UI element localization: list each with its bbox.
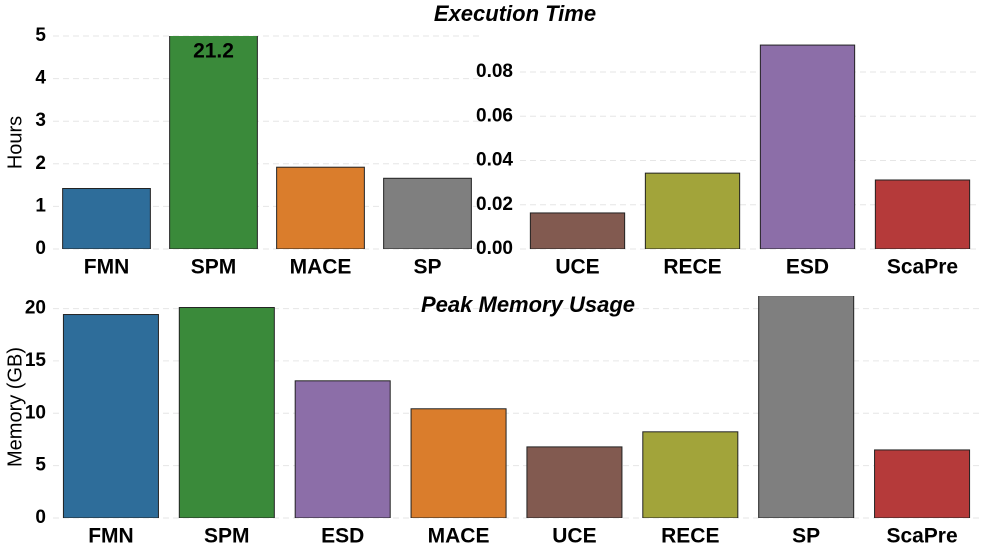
bar: [62, 314, 159, 518]
bar: [383, 177, 472, 249]
y-tick-label: 0.00: [476, 238, 513, 259]
y-tick-label: 0: [35, 507, 46, 528]
bar: [529, 212, 626, 249]
y-axis-label: Hours: [4, 116, 26, 169]
bar: [642, 431, 739, 518]
y-tick-label: 2: [35, 153, 46, 174]
x-tick-label: ESD: [321, 525, 364, 548]
x-tick-label: SP: [413, 256, 441, 279]
x-tick-label: SPM: [204, 525, 250, 548]
x-tick-label: FMN: [84, 256, 130, 279]
chart-title: Peak Memory Usage: [421, 292, 635, 317]
x-tick-label: MACE: [290, 256, 352, 279]
bar: [644, 172, 741, 249]
y-tick-label: 4: [35, 68, 46, 89]
bars: [62, 36, 472, 249]
x-tick-label: UCE: [552, 525, 596, 548]
bar: [874, 449, 971, 518]
x-tick-label: UCE: [555, 256, 599, 279]
y-tick-label: 0.08: [476, 61, 513, 82]
bar: [759, 44, 856, 249]
bars: [62, 296, 971, 518]
bar: [874, 179, 971, 249]
x-tick-label: SP: [792, 525, 820, 548]
bar: [178, 307, 275, 518]
y-tick-label: 10: [25, 402, 46, 423]
x-tick-label: RECE: [661, 525, 719, 548]
bar: [276, 166, 365, 249]
x-tick-label: RECE: [663, 256, 721, 279]
bar: [62, 188, 151, 249]
y-tick-label: 20: [25, 298, 46, 319]
bar: [169, 36, 258, 249]
value-label: 21.2: [193, 40, 234, 63]
bar: [526, 446, 623, 518]
y-tick-label: 0.06: [476, 105, 513, 126]
y-tick-label: 0.02: [476, 194, 513, 215]
y-tick-label: 0: [35, 238, 46, 259]
chart-title: Execution Time: [434, 1, 596, 26]
bar: [410, 408, 507, 518]
bar: [294, 380, 391, 518]
y-tick-label: 5: [35, 455, 46, 476]
y-tick-label: 5: [35, 25, 46, 46]
bars: [529, 44, 971, 249]
y-axis-label: Memory (GB): [4, 347, 26, 467]
x-tick-label: ScaPre: [887, 256, 958, 279]
x-tick-label: ScaPre: [886, 525, 957, 548]
y-tick-label: 15: [25, 350, 47, 371]
x-tick-label: ESD: [786, 256, 829, 279]
y-tick-label: 1: [35, 195, 46, 216]
y-tick-label: 0.04: [476, 150, 513, 171]
y-tick-label: 3: [35, 110, 46, 131]
bar: [758, 296, 855, 518]
x-tick-label: MACE: [428, 525, 490, 548]
x-tick-label: SPM: [191, 256, 237, 279]
x-tick-label: FMN: [88, 525, 134, 548]
